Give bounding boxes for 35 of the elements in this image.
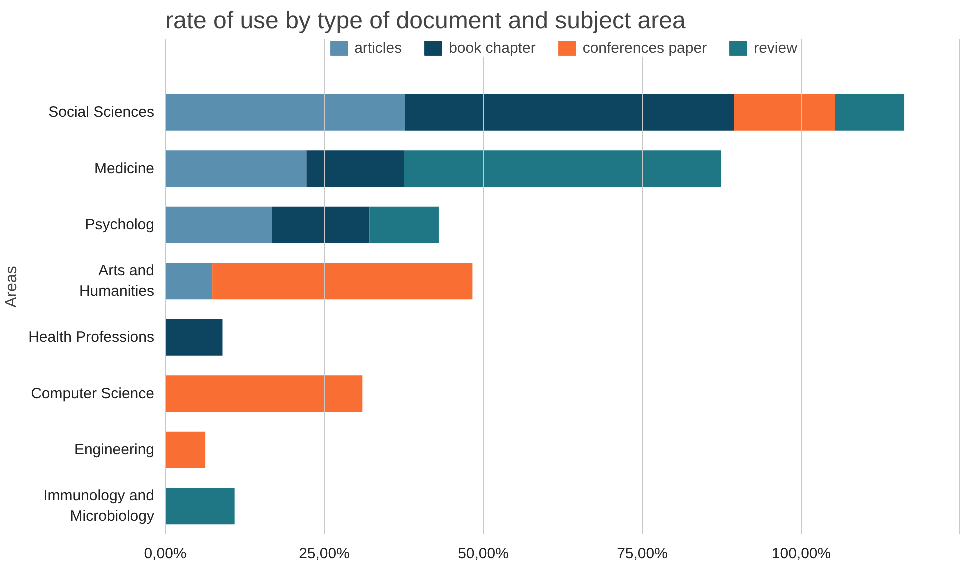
bar [166, 206, 272, 244]
bar [166, 319, 223, 356]
y-tick-label: Medicine [94, 160, 154, 178]
legend-label: review [754, 40, 798, 56]
y-tick-label: Immunology and Microbiology [44, 488, 155, 526]
bar [306, 150, 404, 188]
y-axis-title: Areas [4, 266, 21, 308]
y-tick-label: Social Sciences [48, 104, 155, 122]
x-tick-label: 0,00% [144, 546, 187, 562]
y-tick-label: Health Professions [28, 329, 155, 346]
bar [166, 150, 307, 188]
bar [404, 150, 722, 188]
bar [212, 263, 473, 300]
x-tick-label: 75,00% [617, 546, 668, 562]
y-tick-label: Engineering [74, 442, 154, 459]
x-tick-label: 100,00% [772, 546, 832, 562]
bar [166, 432, 206, 468]
bar [405, 94, 734, 131]
x-tick-label: 25,00% [299, 546, 350, 562]
bar [166, 94, 406, 131]
bar [370, 206, 439, 244]
chart-title: rate of use by type of document and subject area [166, 8, 686, 34]
bar [166, 263, 213, 300]
y-tick-label: Arts and Humanities [79, 262, 155, 300]
bar [734, 94, 836, 131]
y-tick-label: Computer Science [31, 385, 155, 402]
bar [166, 488, 235, 525]
bar [835, 94, 905, 131]
legend-label: conferences paper [582, 40, 708, 56]
y-tick-label: Psycholog [85, 216, 155, 234]
x-tick-label: 50,00% [458, 546, 509, 562]
legend-label: articles [354, 40, 402, 56]
legend-label: book chapter [449, 40, 536, 56]
bar [272, 206, 370, 244]
bar [166, 376, 363, 412]
